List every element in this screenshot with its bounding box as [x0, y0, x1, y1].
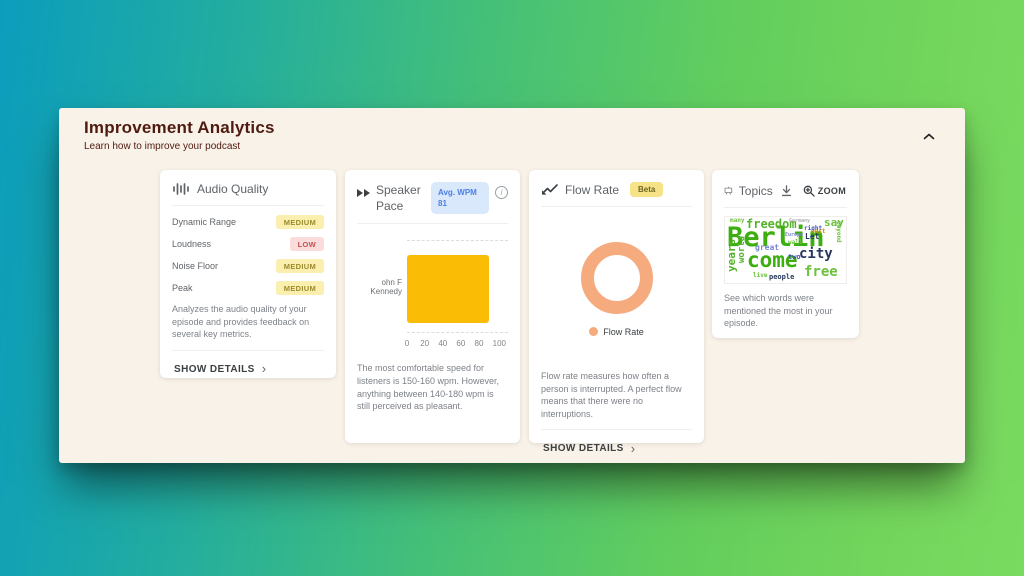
avg-wpm-label: Avg. WPM	[438, 187, 482, 198]
avg-wpm-value: 81	[438, 198, 482, 209]
zoom-label: ZOOM	[818, 186, 846, 196]
desktop-background: Improvement Analytics Learn how to impro…	[0, 0, 1024, 576]
status-badge: MEDIUM	[276, 259, 324, 273]
topics-header: Topics	[724, 182, 847, 199]
status-badge: MEDIUM	[276, 215, 324, 229]
divider	[541, 429, 692, 430]
cloud-word: two	[788, 254, 801, 261]
cloud-word: great	[755, 244, 779, 252]
chart-plot-row: ohn F Kennedy	[357, 240, 508, 333]
card-description: The most comfortable speed for listeners…	[357, 362, 508, 412]
cloud-word: wall	[788, 240, 802, 246]
metric-label: Dynamic Range	[172, 217, 236, 227]
presentation-board-icon	[724, 182, 733, 199]
x-tick-label: 20	[420, 339, 429, 348]
download-icon	[780, 184, 793, 197]
cloud-word: beyond	[835, 221, 841, 243]
cloud-word: many	[730, 218, 744, 224]
audio-quality-header: Audio Quality	[172, 182, 324, 196]
page-title: Improvement Analytics	[84, 118, 275, 138]
collapse-panel-button[interactable]	[919, 124, 939, 147]
x-tick-label: 60	[456, 339, 465, 348]
divider	[357, 223, 508, 224]
avg-wpm-badge: Avg. WPM 81	[431, 182, 489, 214]
divider	[541, 206, 692, 207]
card-description: See which words were mentioned the most …	[724, 292, 847, 330]
card-title: Speaker Pace	[376, 182, 425, 214]
x-tick-label: 0	[403, 339, 411, 348]
page-subtitle: Learn how to improve your podcast	[84, 141, 275, 152]
cloud-word: free	[804, 265, 838, 279]
show-details-label: SHOW DETAILS	[543, 443, 624, 454]
x-tick-label: 40	[438, 339, 447, 348]
magnifier-zoom-icon	[803, 185, 815, 197]
flow-rate-header: Flow Rate Beta	[541, 182, 692, 197]
show-details-button[interactable]: SHOW DETAILS ›	[172, 360, 268, 379]
chevron-right-icon: ›	[631, 444, 636, 454]
topics-actions: ZOOM	[779, 183, 847, 198]
metric-label: Peak	[172, 283, 193, 293]
topics-card: Topics	[712, 170, 859, 338]
download-button[interactable]	[779, 183, 794, 198]
trending-down-icon	[541, 182, 558, 197]
legend-label: Flow Rate	[603, 327, 644, 337]
card-title: Audio Quality	[197, 182, 268, 196]
metric-row: Peak MEDIUM	[172, 281, 324, 295]
chart-plot-area	[407, 240, 508, 333]
flow-rate-card: Flow Rate Beta Flow Rate Flow rate measu…	[529, 170, 704, 443]
card-description: Flow rate measures how often a person is…	[541, 370, 692, 420]
divider	[172, 350, 324, 351]
card-description: Analyzes the audio quality of your episo…	[172, 303, 324, 341]
metric-label: Noise Floor	[172, 261, 218, 271]
cloud-word: people	[769, 274, 794, 281]
speaker-pace-header: Speaker Pace Avg. WPM 81 i	[357, 182, 508, 214]
card-title: Topics	[739, 184, 773, 198]
improvement-analytics-panel: Improvement Analytics Learn how to impro…	[59, 108, 965, 463]
show-details-button[interactable]: SHOW DETAILS ›	[541, 439, 637, 458]
divider	[724, 207, 847, 208]
pace-x-axis: 0 20 40 60 80 100	[403, 339, 506, 348]
cloud-word: world	[738, 236, 747, 263]
flow-rate-chart: Flow Rate	[541, 216, 692, 362]
x-tick-label: 100	[493, 339, 506, 348]
metric-row: Loudness LOW	[172, 237, 324, 251]
speaker-pace-card: Speaker Pace Avg. WPM 81 i ohn F Kennedy…	[345, 170, 520, 443]
audio-quality-metrics: Dynamic Range MEDIUM Loudness LOW Noise …	[172, 215, 324, 295]
topics-word-cloud: BerlincomefreedomcityfreesayyearsmanyGer…	[724, 216, 847, 284]
pace-bar-chart: ohn F Kennedy 0 20 40 60 80 100	[357, 240, 508, 348]
metric-row: Noise Floor MEDIUM	[172, 259, 324, 273]
cloud-word: Europe	[785, 233, 803, 238]
flow-rate-donut	[581, 242, 653, 314]
cloud-word: Germany	[789, 219, 810, 224]
audio-quality-card: Audio Quality Dynamic Range MEDIUM Loudn…	[160, 170, 336, 378]
metric-row: Dynamic Range MEDIUM	[172, 215, 324, 229]
panel-header: Improvement Analytics Learn how to impro…	[84, 118, 275, 152]
chevron-up-icon	[923, 133, 935, 140]
cloud-word: city	[799, 247, 833, 261]
status-badge: MEDIUM	[276, 281, 324, 295]
cloud-word: west	[811, 229, 825, 235]
status-badge: LOW	[290, 237, 324, 251]
beta-badge: Beta	[630, 182, 663, 197]
flow-rate-legend: Flow Rate	[589, 327, 644, 337]
pace-category-label: ohn F Kennedy	[357, 240, 407, 333]
legend-dot	[589, 327, 598, 336]
cloud-word: years	[726, 239, 737, 272]
show-details-label: SHOW DETAILS	[174, 364, 255, 375]
metric-label: Loudness	[172, 239, 211, 249]
divider	[172, 205, 324, 206]
waveform-icon	[172, 182, 190, 196]
pace-bar	[407, 255, 489, 323]
cloud-word: live	[753, 273, 767, 279]
zoom-button[interactable]: ZOOM	[802, 184, 847, 198]
fast-forward-icon	[357, 189, 370, 197]
info-icon[interactable]: i	[495, 186, 508, 199]
card-title: Flow Rate	[565, 183, 619, 197]
x-tick-label: 80	[475, 339, 484, 348]
chevron-right-icon: ›	[262, 364, 267, 374]
